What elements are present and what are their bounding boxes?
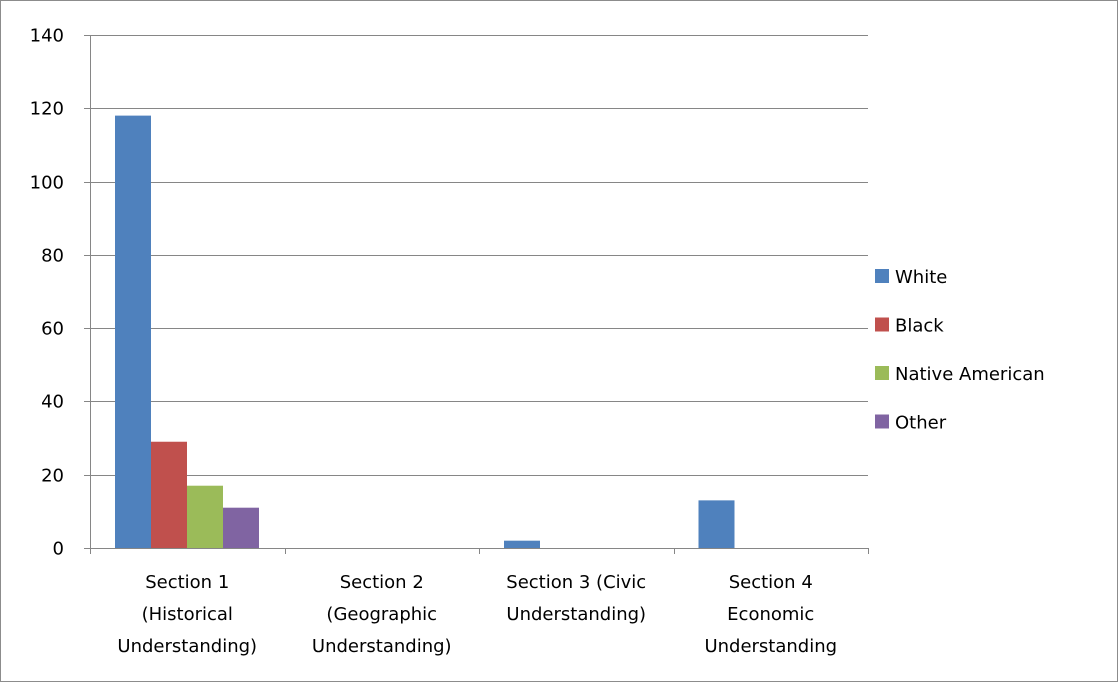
- x-category-labels: Section 1 (Historical Understanding) Sectio…: [117, 572, 837, 657]
- bar-white-3: [504, 540, 540, 548]
- x-category-label: (Geographic: [326, 604, 437, 625]
- bar-white-4: [698, 500, 735, 548]
- bar-native-american-1: [187, 485, 223, 548]
- y-tick-label: 140: [30, 26, 64, 47]
- x-category-label: Understanding: [704, 636, 837, 657]
- x-category-label: Understanding): [117, 636, 257, 657]
- y-tick-label: 40: [41, 392, 64, 413]
- y-tick-label: 0: [53, 539, 64, 560]
- bar-other-1: [223, 507, 259, 548]
- legend-swatch: [875, 317, 889, 332]
- bar-black-1: [151, 441, 187, 548]
- legend-swatch: [875, 269, 889, 283]
- legend-label: Black: [895, 316, 944, 337]
- x-category-label: Economic: [727, 604, 814, 625]
- y-tick-label: 80: [41, 246, 64, 267]
- legend-label: White: [895, 267, 947, 288]
- x-category-label: Section 1: [145, 572, 229, 593]
- x-category-label: Section 4: [729, 572, 813, 593]
- x-category-label: Section 2: [340, 572, 424, 593]
- y-tick-label: 20: [41, 466, 64, 487]
- x-category-label: (Historical: [142, 604, 233, 625]
- legend-swatch: [875, 414, 889, 429]
- legend-label: Native American: [895, 364, 1045, 385]
- gridlines: [90, 35, 868, 476]
- legend-swatch: [875, 366, 889, 380]
- x-category-label: Section 3 (Civic: [506, 572, 646, 593]
- axes: [84, 35, 869, 554]
- y-tick-label: 100: [30, 173, 64, 194]
- bar-white-1: [115, 115, 151, 548]
- y-tick-label: 120: [30, 99, 64, 120]
- x-category-label: Understanding): [312, 636, 452, 657]
- y-tick-label: 60: [41, 319, 64, 340]
- legend: White Black Native American Other: [875, 267, 1045, 434]
- y-tick-labels: 0 20 40 60 80 100 120 140: [30, 26, 64, 560]
- x-category-label: Understanding): [506, 604, 646, 625]
- bars: [115, 115, 735, 548]
- legend-label: Other: [895, 413, 947, 434]
